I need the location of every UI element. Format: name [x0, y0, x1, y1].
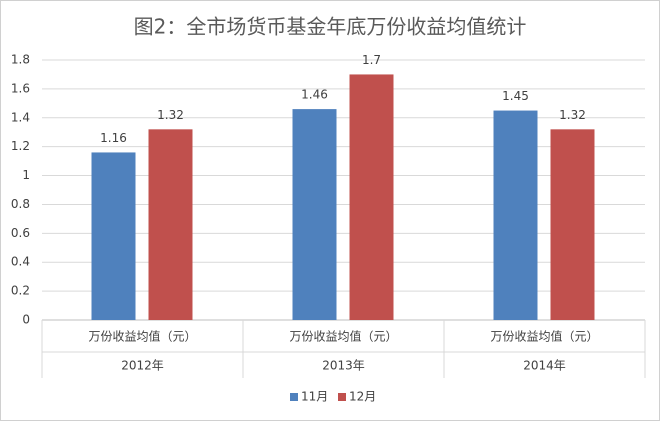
y-tick-label: 0.6 — [11, 226, 30, 240]
y-tick-label: 0.4 — [11, 255, 30, 269]
bar — [493, 110, 538, 320]
y-tick-label: 0.8 — [11, 197, 30, 211]
y-tick-label: 1 — [22, 168, 30, 182]
bar — [148, 129, 193, 320]
x-sublabel: 万份收益均值（元） — [289, 329, 397, 344]
bar — [550, 129, 595, 320]
value-label: 1.32 — [157, 108, 184, 122]
bar — [349, 74, 394, 320]
x-tick-label: 2013年 — [322, 359, 365, 373]
y-tick-label: 1.8 — [11, 53, 30, 67]
x-tick-label: 2014年 — [523, 359, 566, 373]
value-label: 1.32 — [559, 108, 586, 122]
y-tick-label: 0 — [22, 313, 30, 327]
bar — [91, 152, 136, 320]
legend-label: 12月 — [349, 390, 376, 404]
value-label: 1.16 — [100, 131, 127, 145]
legend-label: 11月 — [301, 390, 328, 404]
x-sublabel: 万份收益均值（元） — [88, 329, 196, 344]
value-label: 1.45 — [502, 89, 529, 103]
legend-swatch — [338, 393, 346, 401]
value-label: 1.7 — [362, 53, 381, 67]
y-tick-label: 1.2 — [11, 139, 30, 153]
y-tick-label: 1.6 — [11, 81, 30, 95]
y-tick-label: 1.4 — [11, 110, 30, 124]
y-tick-label: 0.2 — [11, 284, 30, 298]
x-sublabel: 万份收益均值（元） — [490, 329, 598, 344]
legend-swatch — [290, 393, 298, 401]
x-tick-label: 2012年 — [121, 359, 164, 373]
value-label: 1.46 — [301, 88, 328, 102]
bar — [292, 109, 337, 320]
chart-title: 图2：全市场货币基金年底万份收益均值统计 — [134, 15, 527, 39]
